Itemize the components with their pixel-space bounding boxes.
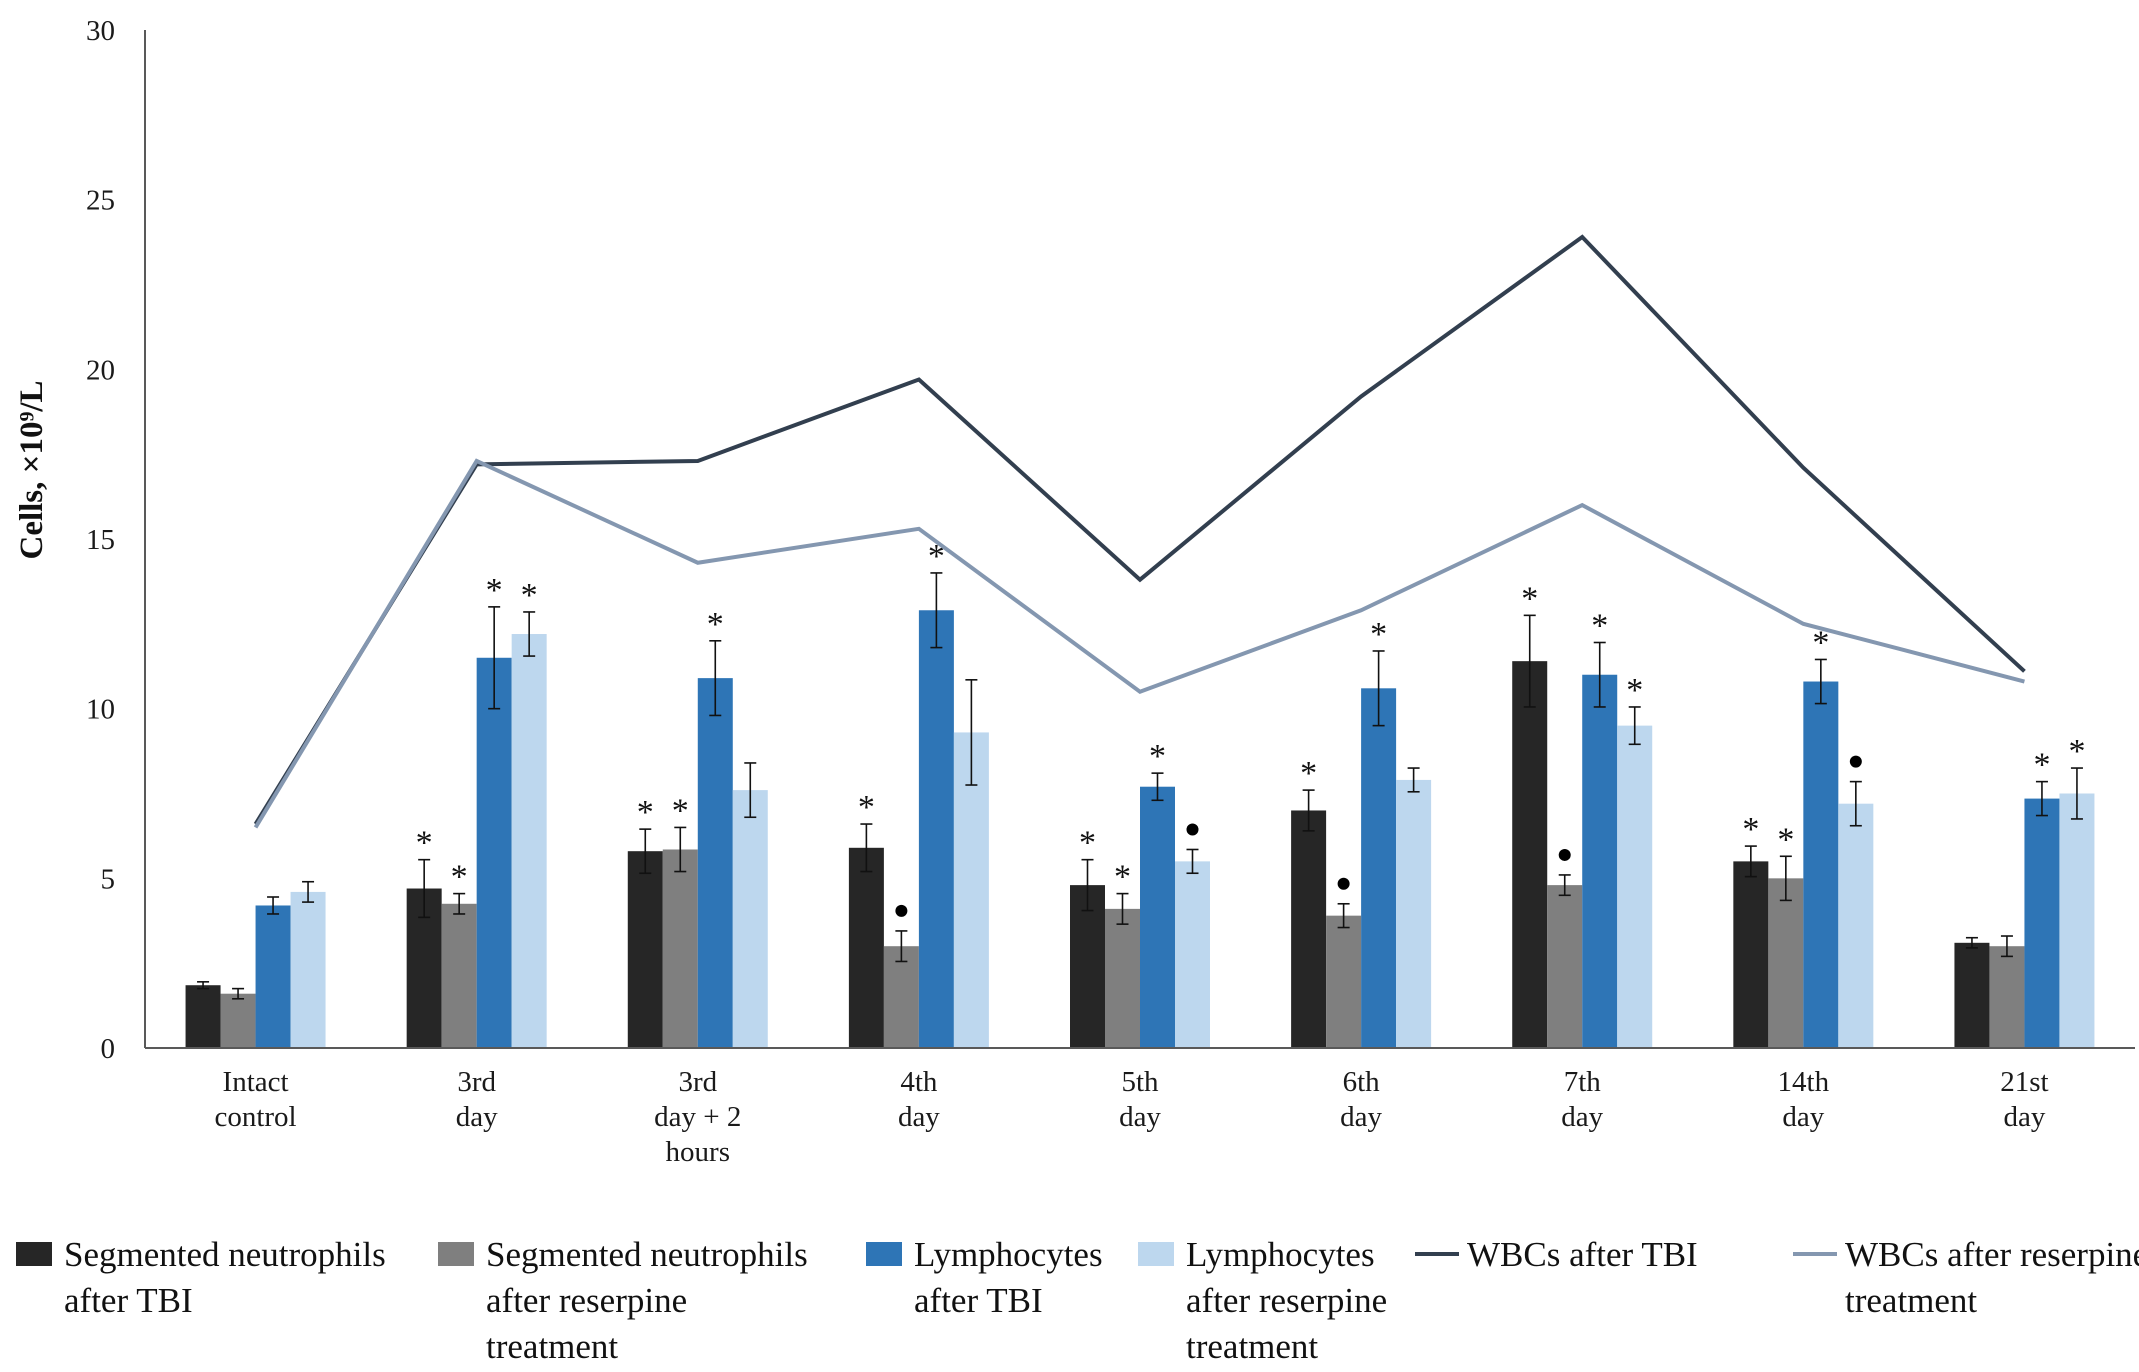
bar bbox=[1989, 946, 2025, 1048]
bar bbox=[732, 790, 768, 1048]
bar bbox=[2059, 793, 2095, 1048]
bar bbox=[1105, 908, 1140, 1048]
bar bbox=[220, 993, 256, 1048]
bar bbox=[1547, 885, 1583, 1048]
bar bbox=[848, 847, 884, 1048]
bar bbox=[2024, 798, 2060, 1048]
significance-star: * bbox=[707, 606, 724, 643]
bar bbox=[627, 851, 663, 1048]
y-tick-label: 15 bbox=[86, 524, 115, 556]
line-layer bbox=[253, 234, 2026, 829]
bar bbox=[290, 891, 326, 1048]
significance-star: * bbox=[1300, 755, 1317, 792]
significance-star: * bbox=[1149, 738, 1166, 775]
significance-star: * bbox=[1742, 811, 1759, 848]
legend-swatch bbox=[1138, 1242, 1174, 1266]
y-tick-label: 25 bbox=[86, 185, 115, 217]
y-tick-label: 5 bbox=[101, 863, 116, 895]
x-tick-label: 7th day bbox=[1561, 1066, 1603, 1133]
bar bbox=[1070, 885, 1105, 1048]
bar bbox=[1617, 725, 1653, 1048]
significance-star: * bbox=[637, 794, 654, 831]
legend-label: Lymphocytes after reserpine treatment bbox=[1186, 1235, 1387, 1366]
significance-star: * bbox=[1079, 825, 1096, 862]
bar bbox=[1361, 688, 1397, 1048]
significance-star: * bbox=[1370, 616, 1387, 653]
x-tick-label: 21st day bbox=[2000, 1066, 2048, 1133]
significance-dot bbox=[1849, 755, 1862, 768]
x-tick-label: 5th day bbox=[1119, 1066, 1161, 1133]
bar bbox=[883, 946, 919, 1048]
legend-swatch bbox=[16, 1242, 52, 1266]
bar bbox=[918, 610, 954, 1048]
x-tick-label: 6th day bbox=[1340, 1066, 1382, 1133]
bar bbox=[697, 678, 733, 1048]
bar bbox=[511, 634, 547, 1048]
significance-dot bbox=[1337, 877, 1350, 890]
series-line bbox=[253, 458, 2025, 829]
y-tick-label: 10 bbox=[86, 694, 115, 726]
bar bbox=[1326, 915, 1362, 1048]
bar bbox=[441, 903, 477, 1048]
axis-layer: 0 5 10 15 20 25 30 Intact control 3rd day 3rd day + … bbox=[86, 15, 2135, 1168]
bar bbox=[1733, 861, 1769, 1048]
significance-star: * bbox=[521, 577, 538, 614]
significance-star: * bbox=[416, 825, 433, 862]
legend-swatch bbox=[866, 1242, 902, 1266]
bar bbox=[1396, 779, 1432, 1048]
bar-layer: ** ************** * ***** bbox=[185, 538, 2095, 1048]
y-tick-label: 0 bbox=[101, 1033, 116, 1065]
bar bbox=[662, 849, 698, 1048]
series-line bbox=[253, 234, 2026, 826]
x-tick-label: 3rd day bbox=[456, 1066, 498, 1133]
bar bbox=[1582, 674, 1618, 1048]
legend-label: Segmented neutrophils after TBI bbox=[64, 1235, 386, 1320]
significance-star: * bbox=[1591, 607, 1608, 644]
significance-dot bbox=[1558, 848, 1571, 861]
significance-star: * bbox=[1777, 821, 1794, 858]
significance-star: * bbox=[2033, 747, 2050, 784]
significance-star: * bbox=[2068, 733, 2085, 770]
x-tick-label: Intact control bbox=[214, 1066, 296, 1133]
bar bbox=[1175, 861, 1210, 1048]
bar bbox=[1140, 786, 1175, 1048]
legend: Segmented neutrophils after TBI Segmented … bbox=[16, 1235, 2139, 1366]
bar bbox=[1768, 878, 1804, 1048]
significance-dot bbox=[1186, 823, 1199, 836]
bar bbox=[1803, 681, 1839, 1048]
x-tick-label: 14th day bbox=[1778, 1066, 1830, 1133]
significance-star: * bbox=[486, 572, 503, 609]
x-tick-label: 3rd day + 2 hours bbox=[654, 1066, 741, 1168]
bar bbox=[476, 657, 512, 1048]
y-axis-label: Cells, ×10⁹/L bbox=[14, 380, 50, 559]
bar bbox=[255, 905, 291, 1048]
x-tick-label: 4th day bbox=[898, 1066, 940, 1133]
significance-star: * bbox=[1114, 859, 1131, 896]
legend-label: Lymphocytes after TBI bbox=[914, 1235, 1103, 1320]
legend-label: WBCs after reserpine treatment bbox=[1845, 1235, 2139, 1320]
significance-star: * bbox=[1521, 580, 1538, 617]
significance-star: * bbox=[451, 859, 468, 896]
legend-label: WBCs after TBI bbox=[1467, 1235, 1698, 1274]
y-tick-label: 20 bbox=[86, 354, 115, 386]
significance-star: * bbox=[1626, 672, 1643, 709]
legend-swatch bbox=[438, 1242, 474, 1266]
significance-star: * bbox=[672, 792, 689, 829]
bar bbox=[1954, 942, 1990, 1048]
bar bbox=[1838, 803, 1874, 1048]
significance-star: * bbox=[858, 789, 875, 826]
significance-star: * bbox=[1812, 624, 1829, 661]
legend-label: Segmented neutrophils after reserpine trea… bbox=[486, 1235, 808, 1366]
bar bbox=[185, 985, 221, 1048]
bar bbox=[1512, 661, 1548, 1048]
significance-dot bbox=[895, 904, 908, 917]
y-tick-label: 30 bbox=[86, 15, 115, 47]
bar bbox=[1291, 810, 1327, 1048]
